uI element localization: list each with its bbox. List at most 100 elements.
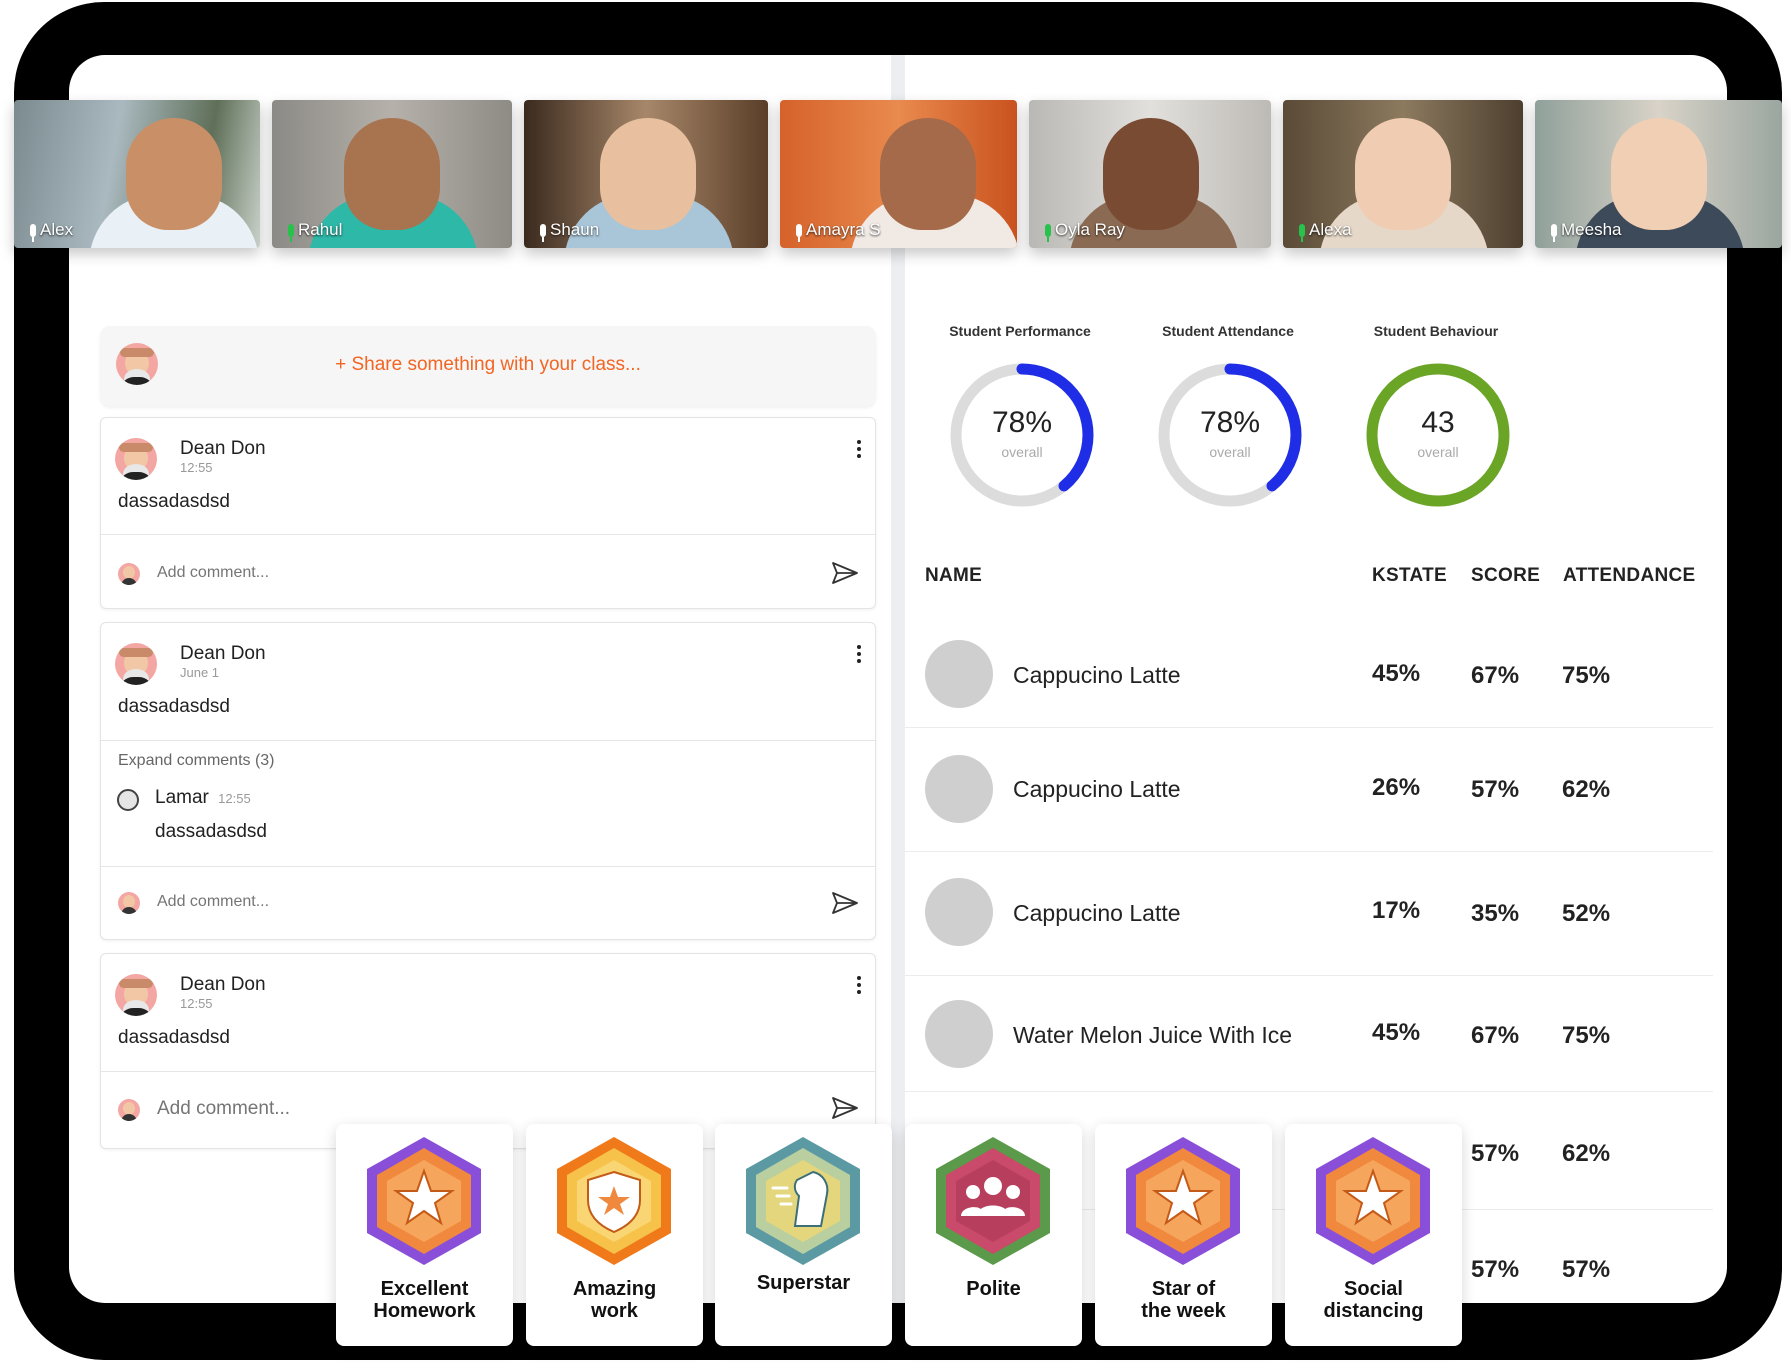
mic-off-icon: [30, 223, 36, 242]
badge-label-line1: Amazing: [572, 1278, 657, 1300]
mic-on-icon: [1045, 223, 1051, 242]
mic-on-icon: [288, 223, 294, 242]
send-icon[interactable]: [831, 891, 859, 915]
attendance-gauge: 78% overall: [1155, 360, 1305, 510]
column-header-kstate[interactable]: KSTATE: [1372, 565, 1447, 586]
more-options-icon[interactable]: [857, 440, 861, 458]
gauge-subtitle: overall: [1001, 444, 1043, 460]
score-value: 57%: [1471, 1256, 1520, 1283]
gauge-value: 78%: [1199, 406, 1261, 439]
student-name: Cappucino Latte: [1013, 776, 1181, 802]
post-time: 12:55: [180, 996, 213, 1011]
more-options-icon[interactable]: [857, 976, 861, 994]
comment-body: dassadasdsd: [155, 821, 267, 842]
table-row[interactable]: 57% 57%: [905, 1210, 1713, 1300]
table-row[interactable]: Water Melon Juice With Ice 45% 67% 75%: [905, 976, 1713, 1092]
more-options-icon[interactable]: [857, 645, 861, 663]
participant-tile-oyla[interactable]: Oyla Ray: [1029, 100, 1271, 248]
badge-label-line1: Superstar: [756, 1272, 851, 1294]
badge-amazing-work[interactable]: Amazing work: [526, 1124, 703, 1346]
star-icon: [367, 1137, 481, 1265]
participant-tile-amayra[interactable]: Amayra S: [780, 100, 1017, 248]
comment-input[interactable]: [157, 564, 717, 582]
attendance-value: 52%: [1562, 900, 1611, 927]
mic-off-icon: [1551, 223, 1557, 242]
participant-tile-alex[interactable]: Alex: [14, 100, 260, 248]
score-value: 67%: [1471, 1022, 1520, 1049]
gauge-value: 43: [1421, 406, 1455, 439]
participant-tile-rahul[interactable]: Rahul: [272, 100, 512, 248]
post-body: dassadasdsd: [118, 696, 230, 717]
badge-excellent-homework[interactable]: Excellent Homework: [336, 1124, 513, 1346]
commenter-avatar: [118, 1099, 140, 1121]
badge-label-line1: Social: [1344, 1278, 1403, 1300]
right-panel: [905, 55, 1727, 1303]
author-avatar: [115, 438, 157, 480]
send-icon[interactable]: [831, 561, 859, 585]
share-prompt[interactable]: + Share something with your class...: [335, 354, 641, 375]
student-avatar: [925, 878, 993, 946]
mic-off-icon: [796, 223, 802, 242]
attendance-value: 62%: [1562, 776, 1611, 803]
post-author: Dean Don: [180, 643, 266, 664]
score-value: 67%: [1471, 662, 1520, 689]
score-value: 57%: [1471, 776, 1520, 803]
badge-star-of-the-week[interactable]: Star of the week: [1095, 1124, 1272, 1346]
gauge-value: 78%: [991, 406, 1053, 439]
comment-input[interactable]: [157, 893, 717, 911]
post-body: dassadasdsd: [118, 1027, 230, 1048]
attendance-value: 62%: [1562, 1140, 1611, 1167]
post-time: June 1: [180, 665, 220, 680]
student-avatar: [925, 1000, 993, 1068]
score-value: 35%: [1471, 900, 1520, 927]
mic-off-icon: [540, 223, 546, 242]
participant-tile-shaun[interactable]: Shaun: [524, 100, 768, 248]
star-icon: [1316, 1137, 1430, 1265]
badge-superstar[interactable]: Superstar: [715, 1124, 892, 1346]
badge-polite[interactable]: Polite: [905, 1124, 1082, 1346]
shield-star-icon: [557, 1137, 671, 1265]
participant-tile-alexa[interactable]: Alexa: [1283, 100, 1523, 248]
performance-gauge: 78% overall: [947, 360, 1097, 510]
student-name: Cappucino Latte: [1013, 662, 1181, 688]
post-card: Dean Don 12:55 dassadasdsd: [100, 953, 876, 1149]
column-header-attendance[interactable]: ATTENDANCE: [1563, 565, 1696, 586]
user-avatar: [116, 343, 158, 385]
participant-name: Alexa: [1309, 220, 1352, 239]
gauge-title-behaviour: Student Behaviour: [1373, 323, 1499, 339]
commenter-avatar: [118, 563, 140, 585]
badge-label-line2: distancing: [1323, 1300, 1424, 1322]
participant-tile-meesha[interactable]: Meesha: [1535, 100, 1782, 248]
comment-input[interactable]: [157, 1098, 717, 1120]
participant-video-strip: Alex Rahul Shaun Amayra S Oyla Ray Alexa…: [14, 100, 1782, 248]
horse-icon: [746, 1137, 860, 1265]
badge-label-line1: Polite: [966, 1278, 1021, 1300]
participant-name: Meesha: [1561, 220, 1622, 239]
badge-label-line1: Star of: [1151, 1278, 1216, 1300]
star-icon: [1126, 1137, 1240, 1265]
group-icon: [936, 1137, 1050, 1265]
table-row[interactable]: Cappucino Latte 26% 57% 62%: [905, 728, 1713, 852]
post-card: Dean Don 12:55 dassadasdsd: [100, 417, 876, 609]
kstate-value: 17%: [1372, 897, 1421, 924]
post-author: Dean Don: [180, 974, 266, 995]
column-header-name[interactable]: NAME: [925, 565, 983, 586]
gauge-title-performance: Student Performance: [949, 323, 1091, 339]
badge-social-distancing[interactable]: Social distancing: [1285, 1124, 1462, 1346]
participant-name: Alex: [40, 220, 74, 239]
kstate-value: 45%: [1372, 1019, 1421, 1046]
comment-author: Lamar: [155, 787, 209, 808]
author-avatar: [115, 643, 157, 685]
send-icon[interactable]: [831, 1096, 859, 1120]
badge-label-line1: Excellent: [380, 1278, 469, 1300]
score-value: 57%: [1471, 1140, 1520, 1167]
share-post-box[interactable]: + Share something with your class...: [100, 326, 876, 406]
table-row[interactable]: Cappucino Latte 45% 67% 75%: [905, 622, 1713, 728]
column-header-score[interactable]: SCORE: [1471, 565, 1541, 586]
table-row[interactable]: Cappucino Latte 17% 35% 52%: [905, 852, 1713, 976]
attendance-value: 75%: [1562, 1022, 1611, 1049]
student-avatar: [925, 640, 993, 708]
author-avatar: [115, 974, 157, 1016]
expand-comments-link[interactable]: Expand comments (3): [118, 752, 275, 769]
kstate-value: 45%: [1372, 660, 1421, 687]
